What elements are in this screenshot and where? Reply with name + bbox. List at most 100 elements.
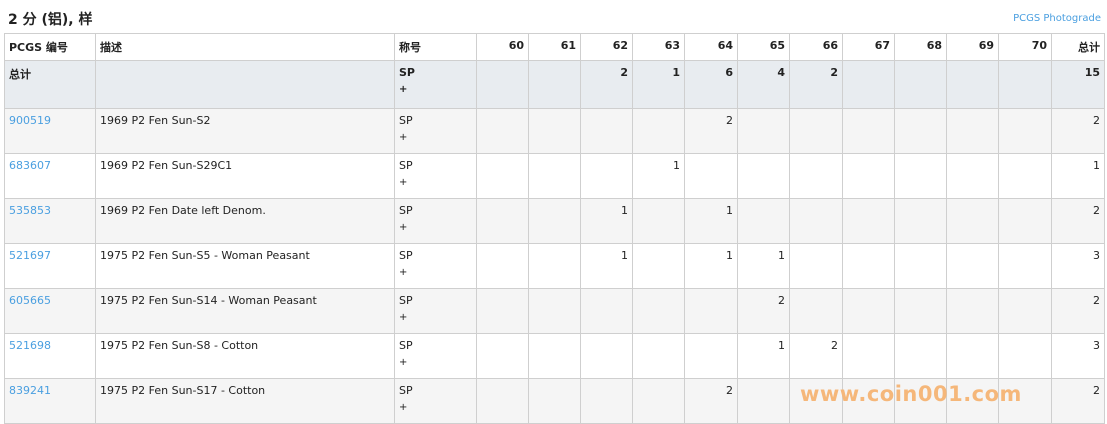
watermark: www.coin001.com: [800, 382, 1022, 406]
table-row: 839241 1975 P2 Fen Sun-S17 - Cotton SP +2 2: [4, 378, 1105, 424]
grade-count-65[interactable]: 1: [737, 333, 790, 379]
pcgs-id-link[interactable]: 839241: [9, 384, 51, 397]
total-sum: 15: [1051, 60, 1105, 109]
grade-count-63[interactable]: 1: [632, 153, 685, 199]
grade-count-68: [894, 198, 947, 244]
grade-count-70: [998, 108, 1052, 154]
grade-count-63: [632, 243, 685, 289]
grade-count-69: [946, 288, 999, 334]
grade-count-61: [528, 288, 581, 334]
total-designation: SP +: [394, 60, 477, 109]
col-header-grade-70: 70: [998, 33, 1052, 61]
grade-count-60: [476, 108, 529, 154]
grade-count-64[interactable]: 2: [684, 108, 738, 154]
designation-text: SP: [399, 294, 413, 307]
grade-count-64[interactable]: 1: [684, 243, 738, 289]
grade-count-69: [946, 108, 999, 154]
pcgs-id-link[interactable]: 605665: [9, 294, 51, 307]
grade-count-69: [946, 153, 999, 199]
grade-count-61: [528, 153, 581, 199]
grade-count-64[interactable]: 2: [684, 378, 738, 424]
designation-cell: SP +: [394, 288, 477, 334]
designation-cell: SP +: [394, 198, 477, 244]
grade-count-64: [684, 153, 738, 199]
description-cell: 1975 P2 Fen Sun-S14 - Woman Peasant: [95, 288, 395, 334]
grade-count-60: [476, 378, 529, 424]
grade-count-62[interactable]: 1: [580, 198, 633, 244]
grade-count-62[interactable]: 1: [580, 243, 633, 289]
table-row: 521697 1975 P2 Fen Sun-S5 - Woman Peasant…: [4, 243, 1105, 289]
pcgs-id-link[interactable]: 521697: [9, 249, 51, 262]
grade-count-65: [737, 108, 790, 154]
grade-count-61: [528, 198, 581, 244]
grade-count-60: [476, 153, 529, 199]
grade-count-66: [789, 378, 843, 424]
total-count-66: 2: [789, 60, 843, 109]
grade-count-70: [998, 243, 1052, 289]
row-total: 3: [1051, 243, 1105, 289]
col-header-grade-68: 68: [894, 33, 947, 61]
grade-count-65: [737, 378, 790, 424]
grade-count-66[interactable]: 2: [789, 333, 843, 379]
pcgs-id-link[interactable]: 521698: [9, 339, 51, 352]
grade-count-61: [528, 243, 581, 289]
total-label: 总计: [4, 60, 96, 109]
total-desc: [95, 60, 395, 109]
total-count-61: [528, 60, 581, 109]
grade-count-68: [894, 108, 947, 154]
grade-count-64[interactable]: 1: [684, 198, 738, 244]
grade-count-70: [998, 378, 1052, 424]
grade-count-69: [946, 198, 999, 244]
total-count-62: 2: [580, 60, 633, 109]
col-header-grade-62: 62: [580, 33, 633, 61]
pcgs-id-cell: 683607: [4, 153, 96, 199]
grade-count-69: [946, 333, 999, 379]
grade-count-65: [737, 198, 790, 244]
grade-count-60: [476, 333, 529, 379]
total-count-69: [946, 60, 999, 109]
grade-count-62: [580, 288, 633, 334]
pcgs-photograde-link[interactable]: PCGS Photograde: [1013, 13, 1101, 24]
row-total: 2: [1051, 378, 1105, 424]
pcgs-id-link[interactable]: 683607: [9, 159, 51, 172]
total-count-60: [476, 60, 529, 109]
designation-text: SP: [399, 204, 413, 217]
designation-text: SP: [399, 339, 413, 352]
col-header-grade-69: 69: [946, 33, 999, 61]
row-total: 2: [1051, 288, 1105, 334]
col-header-grade-60: 60: [476, 33, 529, 61]
grade-count-67: [842, 378, 895, 424]
grade-count-61: [528, 333, 581, 379]
grade-count-60: [476, 198, 529, 244]
pcgs-id-link[interactable]: 535853: [9, 204, 51, 217]
grade-count-63: [632, 108, 685, 154]
grade-count-66: [789, 243, 843, 289]
row-total: 2: [1051, 198, 1105, 244]
plus-suffix: +: [399, 84, 408, 95]
grade-count-65[interactable]: 2: [737, 288, 790, 334]
description-cell: 1969 P2 Fen Sun-S2: [95, 108, 395, 154]
designation-cell: SP +: [394, 333, 477, 379]
row-total: 3: [1051, 333, 1105, 379]
grade-count-63: [632, 288, 685, 334]
pcgs-id-cell: 900519: [4, 108, 96, 154]
designation-cell: SP +: [394, 378, 477, 424]
pcgs-id-cell: 605665: [4, 288, 96, 334]
grade-count-68: [894, 288, 947, 334]
grade-count-66: [789, 198, 843, 244]
total-count-63: 1: [632, 60, 685, 109]
col-header-id: PCGS 编号: [4, 33, 96, 61]
grade-count-65[interactable]: 1: [737, 243, 790, 289]
plus-suffix: +: [399, 402, 408, 413]
col-header-grade-63: 63: [632, 33, 685, 61]
grade-count-60: [476, 288, 529, 334]
pcgs-id-cell: 521698: [4, 333, 96, 379]
grade-count-68: [894, 153, 947, 199]
description-cell: 1969 P2 Fen Sun-S29C1: [95, 153, 395, 199]
grade-count-64: [684, 288, 738, 334]
plus-suffix: +: [399, 177, 408, 188]
designation-cell: SP +: [394, 153, 477, 199]
col-header-desc: 描述: [95, 33, 395, 61]
grade-count-69: [946, 243, 999, 289]
pcgs-id-link[interactable]: 900519: [9, 114, 51, 127]
